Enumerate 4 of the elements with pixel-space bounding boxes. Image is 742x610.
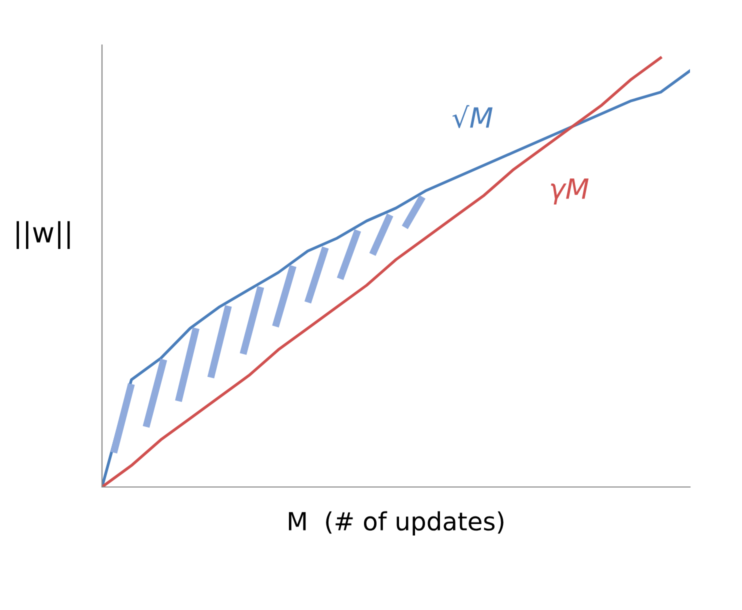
x-axis-title: M (# of updates) bbox=[288, 511, 504, 536]
y-axis-title: ||w|| bbox=[16, 221, 70, 249]
series-label: γM bbox=[550, 178, 589, 204]
series-label: √M bbox=[452, 105, 493, 128]
